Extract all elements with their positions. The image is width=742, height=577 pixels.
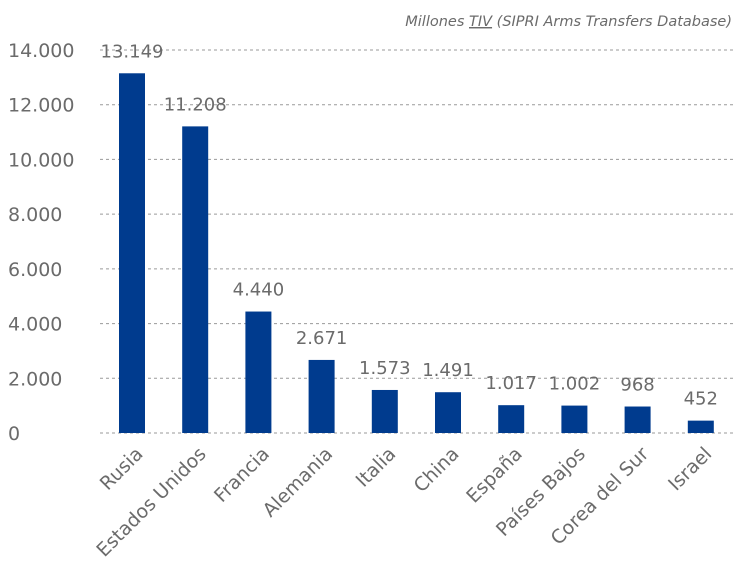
bar: [624, 406, 651, 433]
category-label: España: [462, 443, 527, 508]
bar-value-label: 11.208: [164, 94, 227, 115]
bar: [561, 405, 588, 433]
bars: [119, 73, 714, 434]
bar-value-label: 968: [620, 375, 654, 396]
y-tick-label: 4.000: [8, 314, 62, 336]
category-label: Israel: [664, 443, 716, 495]
bar-value-label: 4.440: [233, 280, 285, 301]
category-label: Italia: [352, 443, 401, 492]
category-label: China: [410, 443, 464, 497]
source-note-suffix: (SIPRI Arms Transfers Database): [492, 14, 732, 30]
y-tick-label: 0: [8, 423, 20, 445]
y-tick-label: 8.000: [8, 204, 62, 226]
bar-value-label: 1.002: [549, 374, 601, 395]
y-tick-label: 6.000: [8, 259, 62, 281]
source-note-prefix: Millones: [405, 14, 469, 30]
bar-value-label: 1.491: [422, 360, 474, 381]
category-label: Rusia: [96, 443, 148, 495]
source-note: Millones TIV (SIPRI Arms Transfers Datab…: [405, 14, 732, 30]
bar: [119, 73, 145, 433]
bar-value-label: 1.017: [485, 373, 537, 394]
bar: [182, 126, 209, 434]
value-labels: 13.149 11.208 4.440 2.671 1.573 1.491 1.017 1.0…: [101, 41, 718, 409]
y-tick-label: 14.000: [8, 40, 74, 62]
source-note-tiv: TIV: [469, 14, 493, 30]
bar-value-label: 2.671: [296, 328, 348, 349]
y-tick-label: 2.000: [8, 368, 62, 390]
category-label: Estados Unidos: [92, 443, 210, 561]
bar: [435, 392, 461, 433]
category-label: Alemania: [259, 443, 338, 522]
bar-value-label: 452: [684, 389, 718, 410]
y-tick-label: 10.000: [8, 149, 74, 171]
bar: [371, 389, 398, 433]
bar-value-label: 13.149: [101, 41, 164, 62]
category-label: Francia: [210, 443, 274, 507]
bar: [687, 420, 714, 433]
bar: [498, 405, 525, 433]
bar-value-label: 1.573: [359, 358, 411, 379]
bar: [245, 311, 272, 433]
y-tick-label: 12.000: [8, 95, 74, 117]
bar: [308, 359, 335, 433]
y-axis-ticks: 0 2.000 4.000 6.000 8.000 10.000 12.000 14.000: [8, 40, 74, 445]
